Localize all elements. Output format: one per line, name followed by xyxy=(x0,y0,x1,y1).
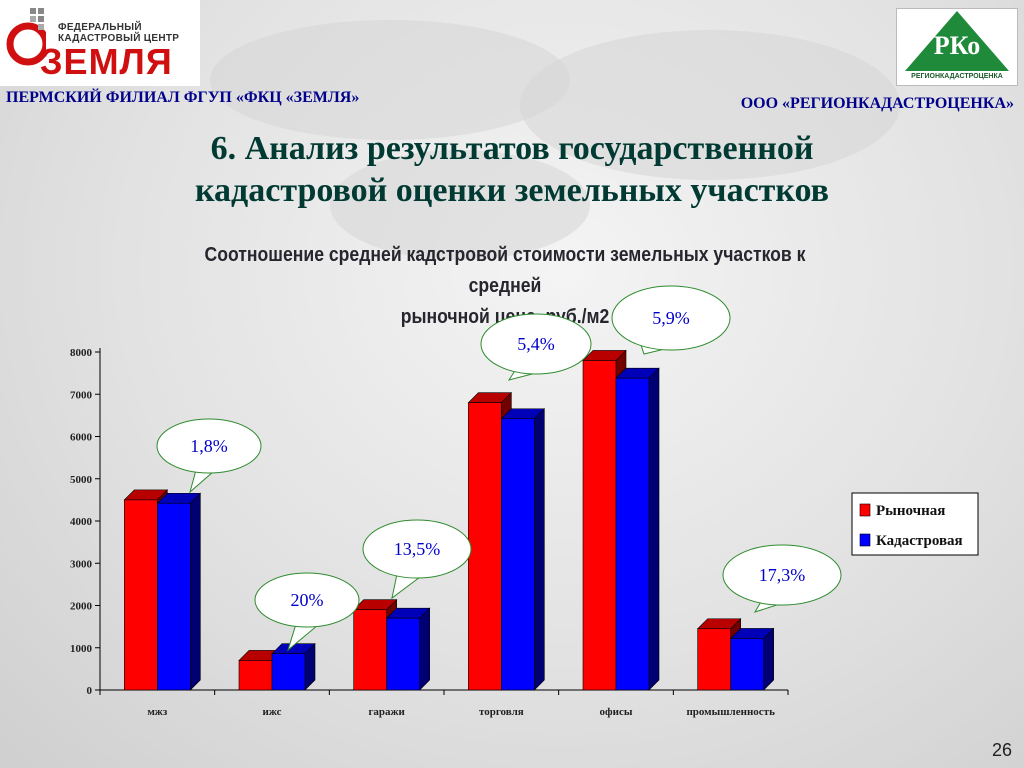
bar-cadastral xyxy=(615,377,650,691)
x-tick-label: офисы xyxy=(600,706,633,718)
callout-fill xyxy=(482,315,590,373)
y-tick-label: 4000 xyxy=(70,516,93,528)
y-tick-label: 3000 xyxy=(70,558,93,570)
x-tick-label: ижс xyxy=(263,706,282,718)
y-tick-label: 8000 xyxy=(70,347,93,359)
bar-cadastral xyxy=(157,502,191,691)
y-tick-label: 1000 xyxy=(70,643,93,655)
y-tick-label: 2000 xyxy=(70,601,93,613)
legend-label: Рыночная xyxy=(876,503,945,519)
bar-cadastral xyxy=(386,617,420,691)
y-tick-label: 5000 xyxy=(70,474,93,486)
bar-side-cadastral xyxy=(648,367,660,691)
zemlya-logo-mark-icon xyxy=(6,8,46,66)
background-map-shape xyxy=(330,150,590,260)
bar-market xyxy=(238,660,273,691)
bar-side-cadastral xyxy=(419,607,430,691)
right-organization-name: ООО «РЕГИОНКАДАСТРОЦЕНКА» xyxy=(740,95,1014,112)
callout-label: 13,5% xyxy=(394,539,441,559)
callout-fill xyxy=(613,287,729,349)
slide-title-line2: кадастровой оценки земельных участков xyxy=(194,172,830,209)
y-tick-label: 7000 xyxy=(70,389,93,401)
callout-fill xyxy=(256,574,358,626)
slide-title-line1: 6. Анализ результатов государственной xyxy=(210,130,814,167)
x-tick-label: гаражи xyxy=(368,706,405,718)
callout-label: 5,9% xyxy=(652,308,690,328)
rko-logo-letters: РКо xyxy=(933,31,981,60)
background-map-shape xyxy=(210,20,570,140)
rko-triangle-icon xyxy=(905,11,1009,71)
bar-side-cadastral xyxy=(534,408,545,691)
page-number: 26 xyxy=(991,740,1012,760)
slide-title: 6. Анализ результатов государственной ка… xyxy=(0,128,1024,212)
zemlya-logo-small-text: ФЕДЕРАЛЬНЫЙ КАДАСТРОВЫЙ ЦЕНТР xyxy=(58,22,180,44)
callout-label: 17,3% xyxy=(759,565,806,585)
left-organization-name: ПЕРМСКИЙ ФИЛИАЛ ФГУП «ФКЦ «ЗЕМЛЯ» xyxy=(6,89,360,106)
bar-market xyxy=(124,499,158,691)
bar-cadastral xyxy=(501,418,535,691)
zemlya-logo: ФЕДЕРАЛЬНЫЙ КАДАСТРОВЫЙ ЦЕНТР ЗЕМЛЯ xyxy=(0,0,200,86)
background-map-shape xyxy=(520,30,900,180)
bar-market xyxy=(468,402,502,691)
bar-market xyxy=(582,360,617,691)
chart-title-line1: Соотношение средней кадстровой стоимости… xyxy=(204,244,806,297)
bar-side-cadastral xyxy=(190,492,201,691)
rko-logo: РКо РЕГИОНКАДАСТРОЦЕНКА xyxy=(896,8,1018,86)
callout-fill xyxy=(724,546,840,604)
legend-swatch xyxy=(859,533,871,547)
bar-market xyxy=(697,628,731,691)
legend-label: Кадастровая xyxy=(876,533,963,549)
callout-label: 5,4% xyxy=(517,334,555,354)
y-tick-label: 0 xyxy=(87,685,93,697)
legend-box xyxy=(851,492,979,556)
zemlya-logo-big-text: ЗЕМЛЯ xyxy=(40,41,173,82)
legend-swatch xyxy=(859,503,871,517)
callout-fill xyxy=(158,420,260,472)
x-tick-label: торговля xyxy=(479,706,524,718)
y-tick-label: 6000 xyxy=(70,432,93,444)
bar-side-cadastral xyxy=(763,627,774,691)
callout-fill xyxy=(364,521,470,577)
rko-logo-subtext: РЕГИОНКАДАСТРОЦЕНКА xyxy=(911,73,1003,80)
callout-label: 1,8% xyxy=(190,436,228,456)
bar-cadastral xyxy=(271,653,306,691)
x-tick-label: промышленность xyxy=(686,706,775,718)
bar-market xyxy=(353,609,387,691)
x-tick-label: мжз xyxy=(147,706,168,718)
callout-label: 20% xyxy=(291,590,324,610)
bar-cadastral xyxy=(730,638,764,691)
